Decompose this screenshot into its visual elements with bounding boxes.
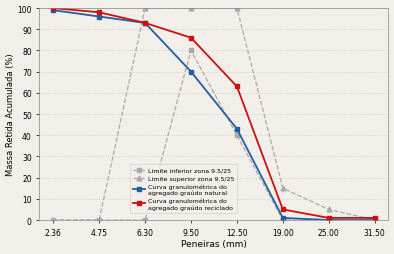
Curva granulométrica do
agregado graúdo reciclado: [143, 22, 147, 25]
Limite superior zona 9.5/25: [372, 219, 377, 222]
Limite inferior zona 9.5/25: [143, 219, 147, 222]
Limite inferior zona 9.5/25: [326, 219, 331, 222]
Limite superior zona 9.5/25: [189, 8, 193, 11]
Limite superior zona 9.5/25: [51, 219, 56, 222]
Curva granulométrica do
agregado graúdo natural: [234, 128, 239, 131]
Limite superior zona 9.5/25: [326, 208, 331, 211]
Y-axis label: Massa Retida Acumulada (%): Massa Retida Acumulada (%): [6, 54, 15, 176]
Curva granulométrica do
agregado graúdo natural: [326, 219, 331, 222]
Line: Limite superior zona 9.5/25: Limite superior zona 9.5/25: [51, 7, 377, 223]
Curva granulométrica do
agregado graúdo natural: [372, 219, 377, 222]
Line: Curva granulométrica do
agregado graúdo reciclado: Curva granulométrica do agregado graúdo …: [51, 7, 377, 220]
Limite inferior zona 9.5/25: [281, 219, 285, 222]
Limite inferior zona 9.5/25: [51, 219, 56, 222]
Limite inferior zona 9.5/25: [372, 219, 377, 222]
Curva granulométrica do
agregado graúdo natural: [281, 216, 285, 219]
Curva granulométrica do
agregado graúdo natural: [189, 71, 193, 74]
Curva granulométrica do
agregado graúdo natural: [51, 10, 56, 13]
Limite inferior zona 9.5/25: [234, 134, 239, 137]
Curva granulométrica do
agregado graúdo natural: [97, 16, 102, 19]
Curva granulométrica do
agregado graúdo reciclado: [97, 12, 102, 15]
Line: Limite inferior zona 9.5/25: Limite inferior zona 9.5/25: [51, 49, 377, 223]
Limite superior zona 9.5/25: [97, 219, 102, 222]
Limite inferior zona 9.5/25: [97, 219, 102, 222]
Curva granulométrica do
agregado graúdo reciclado: [234, 86, 239, 89]
Limite superior zona 9.5/25: [281, 187, 285, 190]
Curva granulométrica do
agregado graúdo reciclado: [372, 216, 377, 219]
Legend: Limite inferior zona 9.5/25, Limite superior zona 9.5/25, Curva granulométrica d: Limite inferior zona 9.5/25, Limite supe…: [130, 165, 238, 213]
Limite inferior zona 9.5/25: [189, 50, 193, 53]
X-axis label: Peneiras (mm): Peneiras (mm): [181, 240, 247, 248]
Curva granulométrica do
agregado graúdo reciclado: [51, 8, 56, 11]
Curva granulométrica do
agregado graúdo reciclado: [189, 37, 193, 40]
Curva granulométrica do
agregado graúdo natural: [143, 22, 147, 25]
Curva granulométrica do
agregado graúdo reciclado: [326, 216, 331, 219]
Limite superior zona 9.5/25: [234, 8, 239, 11]
Curva granulométrica do
agregado graúdo reciclado: [281, 208, 285, 211]
Limite superior zona 9.5/25: [143, 8, 147, 11]
Line: Curva granulométrica do
agregado graúdo natural: Curva granulométrica do agregado graúdo …: [51, 9, 377, 223]
